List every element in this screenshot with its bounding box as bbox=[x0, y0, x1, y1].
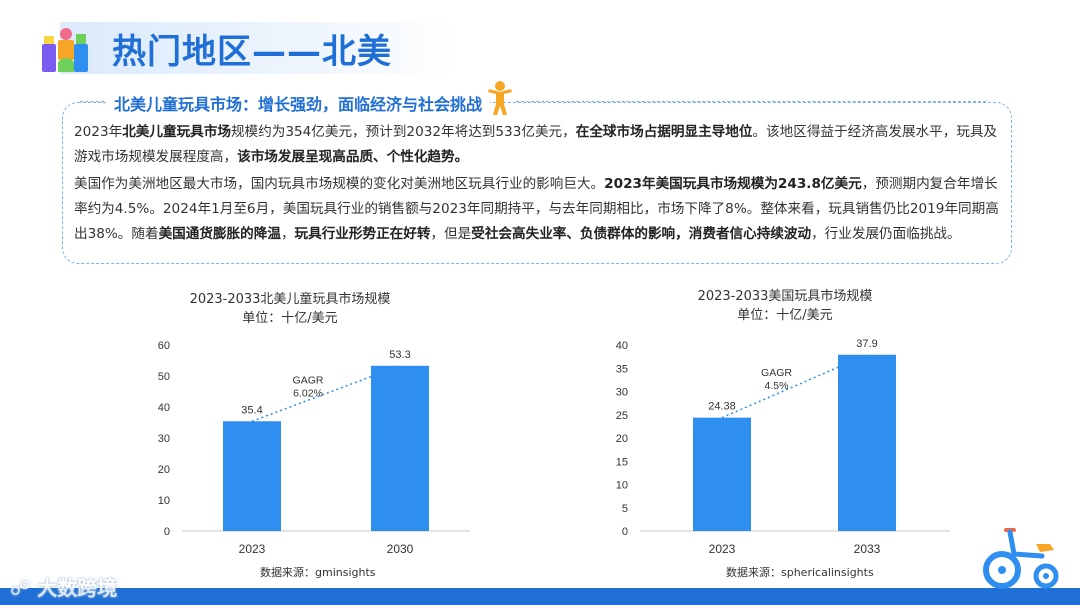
bar-2033 bbox=[838, 354, 896, 531]
y-tick-label: 5 bbox=[622, 503, 628, 515]
chart1-source: 数据来源：gminsights bbox=[260, 566, 376, 579]
data-label-2030: 53.3 bbox=[389, 349, 410, 361]
y-tick-label: 25 bbox=[616, 410, 628, 422]
tricycle-icon bbox=[983, 528, 1059, 589]
cagr-trend-line bbox=[721, 354, 868, 419]
brand-logo: ☍ 大数跨境 bbox=[10, 572, 117, 601]
title-band bbox=[60, 22, 460, 74]
paragraph-us-market-run-8: ，行业发展仍面临挑战。 bbox=[811, 226, 961, 242]
y-tick-label: 0 bbox=[622, 526, 628, 538]
y-tick-label: 10 bbox=[158, 495, 170, 507]
chart1-title: 2023-2033北美儿童玩具市场规模 单位：十亿/美元 bbox=[160, 288, 420, 326]
cagr-trend-line bbox=[251, 365, 401, 422]
paragraph-north-america-run-3: 在全球市场占据明显主导地位 bbox=[575, 124, 753, 140]
y-tick-label: 0 bbox=[164, 526, 170, 538]
chart2-title: 2023-2033美国玩具市场规模 单位：十亿/美元 bbox=[650, 285, 920, 323]
paragraph-north-america-run-2: 规模约为354亿美元，预计到2032年将达到533亿美元， bbox=[230, 124, 576, 140]
chart2-unit: 单位：十亿/美元 bbox=[737, 308, 833, 323]
y-tick-label: 20 bbox=[158, 464, 170, 476]
x-tick-label-2030: 2030 bbox=[387, 542, 414, 556]
data-label-2023: 24.38 bbox=[708, 401, 736, 413]
paragraph-us-market-run-2: ，预测期内复合年增长率约为4.5%。2024年1月至6月，美国玩具行业的销售额与… bbox=[74, 176, 999, 242]
bar-2030 bbox=[371, 365, 429, 531]
y-tick-label: 30 bbox=[616, 387, 628, 399]
y-tick-label: 20 bbox=[616, 433, 628, 445]
bar-2023 bbox=[223, 421, 281, 531]
paragraph-north-america-run-0: 2023年 bbox=[74, 124, 123, 140]
y-tick-label: 30 bbox=[158, 433, 170, 445]
paragraph-us-market-run-0: 美国作为美洲地区最大市场，国内玩具市场规模的变化对美洲地区玩具行业的影响巨大。 bbox=[74, 176, 605, 192]
paragraph-us-market-run-4: ， bbox=[280, 226, 295, 242]
y-tick-label: 50 bbox=[158, 371, 170, 383]
x-tick-label-2023: 2023 bbox=[709, 542, 736, 556]
brand-logo-icon: ☍ bbox=[10, 576, 31, 600]
data-label-2023: 35.4 bbox=[241, 404, 262, 416]
paragraph-north-america-run-4: 。该地区得益于经济高发展水平，玩具及游戏市场规模发展程度高， bbox=[74, 124, 998, 165]
chart2-source: 数据来源：sphericalinsights bbox=[726, 566, 874, 579]
paragraph-us-market-run-7: 受社会高失业率、负债群体的影响，消费者信心持续波动 bbox=[471, 226, 812, 242]
child-figure-icon bbox=[488, 81, 512, 115]
panel-divider-left bbox=[80, 101, 104, 102]
chart2-title-text: 2023-2033美国玩具市场规模 bbox=[697, 289, 873, 304]
y-tick-label: 35 bbox=[616, 363, 628, 375]
block-castle-icon bbox=[42, 28, 88, 72]
x-tick-label-2033: 2033 bbox=[854, 542, 881, 556]
paragraph-north-america: 2023年北美儿童玩具市场规模约为354亿美元，预计到2032年将达到533亿美… bbox=[74, 120, 1004, 170]
y-tick-label: 15 bbox=[616, 456, 628, 468]
paragraph-us-market-run-1: 2023年美国玩具市场规模为243.8亿美元 bbox=[604, 176, 862, 192]
paragraph-north-america-run-5: 该市场发展呈现高品质、个性化趋势。 bbox=[237, 149, 469, 165]
y-tick-label: 10 bbox=[616, 480, 628, 492]
cagr-annotation-line-0: GAGR bbox=[293, 375, 324, 387]
paragraph-us-market: 美国作为美洲地区最大市场，国内玩具市场规模的变化对美洲地区玩具行业的影响巨大。2… bbox=[74, 172, 1004, 247]
panel-divider-right bbox=[516, 101, 986, 102]
paragraph-north-america-run-1: 北美儿童玩具市场 bbox=[122, 124, 231, 140]
footer-bar bbox=[0, 588, 1080, 605]
chart2-plot: 0 5 10 15 20 25 30 35 40 24.38 2023 37.9 2033 GAGR4.5… bbox=[616, 338, 950, 556]
y-tick-label: 40 bbox=[616, 340, 628, 352]
paragraph-us-market-run-5: 玩具行业形势正在好转 bbox=[294, 226, 431, 242]
cagr-annotation-line-1: 4.5% bbox=[765, 380, 789, 392]
y-tick-label: 40 bbox=[158, 402, 170, 414]
info-panel bbox=[62, 102, 1012, 264]
x-tick-label-2023: 2023 bbox=[239, 542, 266, 556]
data-label-2033: 37.9 bbox=[856, 338, 877, 350]
page-title: 热门地区——北美 bbox=[112, 32, 392, 72]
panel-heading: 北美儿童玩具市场：增长强劲，面临经济与社会挑战 bbox=[106, 91, 491, 115]
chart1-unit: 单位：十亿/美元 bbox=[242, 311, 338, 326]
bar-2023 bbox=[693, 417, 751, 531]
chart1-title-text: 2023-2033北美儿童玩具市场规模 bbox=[189, 292, 391, 307]
cagr-annotation-line-0: GAGR bbox=[761, 367, 792, 379]
brand-name: 大数跨境 bbox=[37, 576, 118, 600]
cagr-annotation-line-1: 6.02% bbox=[293, 388, 323, 400]
y-tick-label: 60 bbox=[158, 340, 170, 352]
paragraph-us-market-run-3: 美国通货膨胀的降温 bbox=[158, 226, 281, 242]
paragraph-us-market-run-6: ，但是 bbox=[430, 226, 472, 242]
